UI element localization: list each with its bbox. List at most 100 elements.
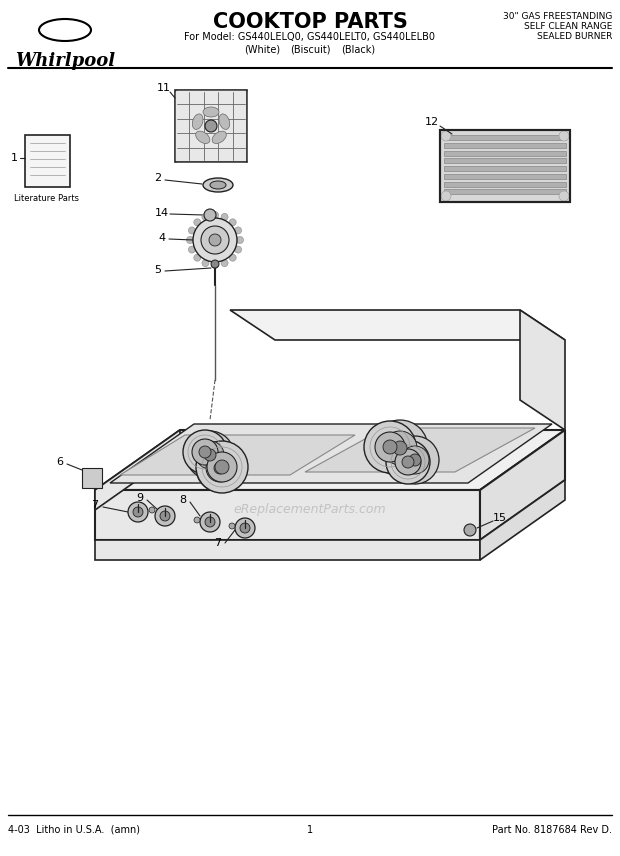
Polygon shape — [444, 166, 566, 171]
Text: (White): (White) — [244, 44, 280, 54]
Polygon shape — [480, 430, 565, 540]
Circle shape — [402, 456, 414, 468]
Circle shape — [229, 523, 235, 529]
Text: 7: 7 — [91, 500, 99, 510]
Circle shape — [202, 259, 209, 266]
Text: 11: 11 — [157, 83, 171, 93]
Text: Part No. 8187684 Rev D.: Part No. 8187684 Rev D. — [492, 825, 612, 835]
Polygon shape — [444, 189, 566, 194]
Circle shape — [186, 431, 234, 479]
Text: 6: 6 — [56, 457, 63, 467]
Circle shape — [196, 444, 244, 492]
Circle shape — [128, 502, 148, 522]
Circle shape — [229, 254, 236, 261]
Ellipse shape — [192, 114, 203, 129]
Circle shape — [199, 446, 211, 458]
Circle shape — [236, 236, 244, 243]
Circle shape — [391, 436, 439, 484]
Text: 5: 5 — [154, 265, 161, 275]
Polygon shape — [444, 151, 566, 156]
Text: 30" GAS FREESTANDING: 30" GAS FREESTANDING — [503, 12, 612, 21]
Circle shape — [214, 462, 226, 474]
Circle shape — [215, 460, 229, 474]
Text: 9: 9 — [136, 493, 144, 503]
Polygon shape — [230, 310, 565, 340]
Polygon shape — [480, 480, 565, 560]
Circle shape — [160, 511, 170, 521]
Circle shape — [221, 259, 228, 266]
Circle shape — [196, 441, 224, 469]
Text: 4: 4 — [159, 233, 166, 243]
Circle shape — [559, 191, 569, 201]
Circle shape — [235, 518, 255, 538]
Circle shape — [205, 517, 215, 527]
Circle shape — [364, 421, 416, 473]
Circle shape — [211, 260, 219, 268]
Circle shape — [409, 454, 421, 466]
Circle shape — [188, 227, 195, 234]
Circle shape — [200, 512, 220, 532]
Circle shape — [206, 454, 234, 482]
Polygon shape — [95, 490, 480, 540]
Circle shape — [240, 523, 250, 533]
Polygon shape — [95, 430, 565, 490]
Circle shape — [234, 246, 242, 253]
Circle shape — [149, 507, 155, 513]
Circle shape — [559, 131, 569, 141]
Ellipse shape — [203, 178, 233, 192]
Ellipse shape — [212, 131, 226, 144]
Circle shape — [221, 213, 228, 220]
Circle shape — [193, 218, 237, 262]
Text: 7: 7 — [215, 538, 221, 548]
Circle shape — [386, 440, 430, 484]
Circle shape — [211, 211, 218, 218]
Polygon shape — [95, 540, 480, 560]
Circle shape — [441, 131, 451, 141]
Circle shape — [155, 506, 175, 526]
Circle shape — [234, 227, 242, 234]
Circle shape — [375, 432, 405, 462]
Circle shape — [207, 452, 237, 482]
Polygon shape — [175, 90, 247, 162]
Circle shape — [201, 226, 229, 254]
Polygon shape — [444, 143, 566, 148]
Circle shape — [194, 517, 200, 523]
Polygon shape — [520, 310, 565, 430]
Circle shape — [229, 219, 236, 226]
Polygon shape — [440, 130, 570, 202]
Circle shape — [383, 440, 397, 454]
Polygon shape — [25, 135, 70, 187]
Ellipse shape — [210, 181, 226, 189]
Circle shape — [393, 441, 407, 455]
Text: 4-03  Litho in U.S.A.  (amn): 4-03 Litho in U.S.A. (amn) — [8, 825, 140, 835]
Polygon shape — [444, 158, 566, 163]
Text: 2: 2 — [154, 173, 162, 183]
Circle shape — [204, 449, 216, 461]
Circle shape — [441, 191, 451, 201]
Text: eReplacementParts.com: eReplacementParts.com — [234, 503, 386, 516]
Text: COOKTOP PARTS: COOKTOP PARTS — [213, 12, 407, 32]
Ellipse shape — [39, 19, 91, 41]
Circle shape — [196, 441, 248, 493]
Circle shape — [205, 120, 217, 132]
Text: Whirlpool: Whirlpool — [15, 52, 115, 70]
Ellipse shape — [196, 131, 210, 144]
Text: (Biscuit): (Biscuit) — [290, 44, 330, 54]
Circle shape — [401, 446, 429, 474]
Polygon shape — [110, 424, 552, 483]
Text: 1: 1 — [307, 825, 313, 835]
Circle shape — [395, 449, 421, 475]
Polygon shape — [444, 135, 566, 140]
Circle shape — [211, 261, 218, 269]
Polygon shape — [95, 430, 180, 510]
Polygon shape — [82, 468, 102, 488]
Polygon shape — [305, 428, 535, 472]
Circle shape — [188, 246, 195, 253]
Circle shape — [194, 254, 201, 261]
Circle shape — [187, 236, 193, 243]
Text: 14: 14 — [155, 208, 169, 218]
Text: 8: 8 — [179, 495, 187, 505]
Text: Literature Parts: Literature Parts — [14, 194, 79, 203]
Text: 1: 1 — [11, 153, 17, 163]
Text: SELF CLEAN RANGE: SELF CLEAN RANGE — [524, 22, 612, 31]
